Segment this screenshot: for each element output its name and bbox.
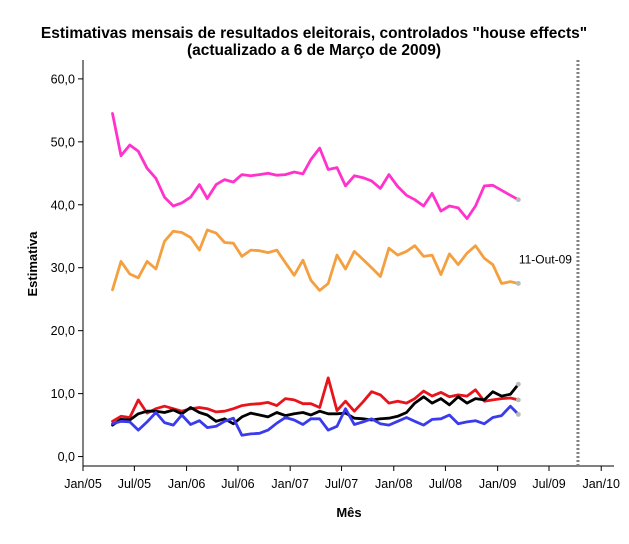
y-axis-title: Estimativa	[25, 231, 40, 297]
x-tick-label: Jan/09	[479, 477, 517, 491]
y-tick-label: 30,0	[51, 261, 75, 275]
series-end-point-3	[515, 381, 521, 387]
series-line-3	[111, 382, 520, 427]
y-tick-label: 20,0	[51, 324, 75, 338]
x-tick-label: Jan/06	[168, 477, 206, 491]
y-tick-label: 50,0	[51, 135, 75, 149]
x-tick-label: Jul/05	[118, 477, 151, 491]
series-end-point-0	[515, 197, 521, 203]
x-tick-label: Jul/07	[325, 477, 358, 491]
plot-area: 0,0 10,0 20,0 30,0 40,0 50,0 60,0 Jan/05 Jul/05 J…	[51, 60, 620, 491]
x-tick-label: Jan/10	[582, 477, 620, 491]
x-tick-label: Jul/08	[429, 477, 462, 491]
series-end-point-4	[515, 411, 521, 417]
y-tick-label: 40,0	[51, 198, 75, 212]
x-axis-title: Mês	[336, 505, 361, 520]
y-tick-label: 60,0	[51, 72, 75, 86]
y-tick-label: 0,0	[58, 450, 75, 464]
series-line-0	[111, 112, 520, 221]
x-tick-label: Jan/07	[271, 477, 309, 491]
x-tick-label: Jan/05	[64, 477, 102, 491]
series-line-4	[111, 404, 520, 437]
election-date-label: 11-Out-09	[519, 252, 572, 266]
y-tick-label: 10,0	[51, 387, 75, 401]
chart-title-line2: (actualizado a 6 de Março de 2009)	[187, 42, 441, 59]
chart-title-line1: Estimativas mensais de resultados eleito…	[41, 25, 587, 42]
series-line-1	[111, 228, 520, 292]
series-end-point-1	[515, 281, 521, 286]
x-tick-label: Jul/06	[221, 477, 254, 491]
series-end-point-2	[515, 397, 521, 403]
x-tick-label: Jul/09	[532, 477, 565, 491]
x-tick-label: Jan/08	[375, 477, 413, 491]
series-line-2	[111, 376, 520, 423]
